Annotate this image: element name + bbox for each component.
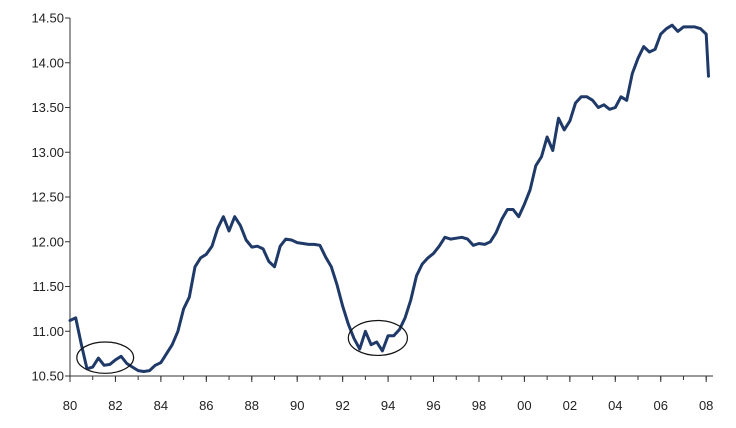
x-tick-label: 82 xyxy=(108,398,122,413)
y-tick-label: 14.00 xyxy=(31,55,64,70)
x-tick-label: 86 xyxy=(199,398,213,413)
x-tick-label: 06 xyxy=(654,398,668,413)
y-tick-label: 12.00 xyxy=(31,234,64,249)
y-tick-label: 11.50 xyxy=(32,279,64,294)
x-tick-label: 92 xyxy=(335,398,349,413)
y-axis: 10.50 11.00 11.50 12.00 12.50 13.00 13.50 14.00… xyxy=(31,11,71,384)
x-tick-label: 00 xyxy=(517,398,531,413)
y-tick-label: 14.50 xyxy=(31,11,64,26)
x-tick-label: 96 xyxy=(426,398,440,413)
x-tick-label: 02 xyxy=(563,398,577,413)
y-tick-label: 12.50 xyxy=(31,190,64,205)
y-tick-label: 13.00 xyxy=(31,145,64,160)
x-axis: 80 82 84 86 88 90 92 94 96 98 00 02 04 06 08 xyxy=(63,375,713,413)
annotation-ellipse-1 xyxy=(347,319,409,357)
y-tick-label: 11.00 xyxy=(32,324,64,339)
x-tick-label: 08 xyxy=(699,398,713,413)
annotation-layer xyxy=(76,319,409,374)
x-tick-label: 04 xyxy=(608,398,622,413)
y-tick-label: 10.50 xyxy=(31,369,64,384)
x-tick-label: 94 xyxy=(381,398,395,413)
plot-area xyxy=(68,23,710,373)
x-tick-label: 84 xyxy=(154,398,168,413)
x-tick-label: 88 xyxy=(245,398,259,413)
x-tick-label: 90 xyxy=(290,398,304,413)
annotation-ellipse-0 xyxy=(76,341,135,374)
series-line-0 xyxy=(68,23,710,373)
x-tick-label: 80 xyxy=(63,398,77,413)
x-tick-label: 98 xyxy=(472,398,486,413)
y-tick-label: 13.50 xyxy=(31,100,64,115)
